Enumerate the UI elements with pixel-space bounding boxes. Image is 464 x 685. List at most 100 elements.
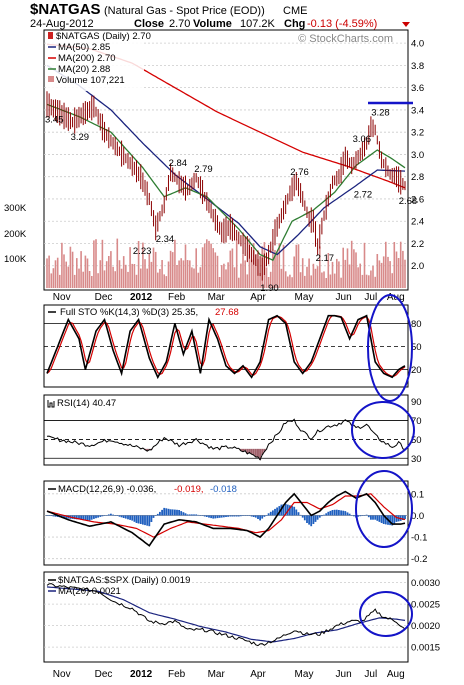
macd-hist-bar [378,515,381,522]
volume-bar [208,240,210,288]
macd-hist-bar [284,503,287,516]
macd-hist-bar [101,515,104,517]
price-tick-label: 4.0 [411,39,424,50]
volume-bar [223,263,225,288]
volume-bar [150,261,153,288]
price-annotation: 2.68 [399,196,418,207]
symbol-name: (Natural Gas - Spot Price (EOD)) [104,5,265,17]
macd-hist-bar [261,515,264,519]
price-annotation: 3.28 [371,107,390,118]
volume-bar [348,264,351,288]
macd-hist-bar [242,515,244,516]
macd-hist-bar [75,515,78,520]
macd-hist-bar [186,514,189,516]
rsi-panel-border [43,394,409,466]
macd-hist-bar [346,512,349,516]
macd-hist-bar [342,510,345,516]
x-tick-label: Jul [364,669,377,680]
macd-legend-signal: -0.019, [174,484,204,495]
volume-bar [112,266,114,288]
macd-hist-bar [361,515,364,516]
volume-bar [131,263,133,288]
macd-hist-bar [205,515,208,517]
x-tick-label: May [295,669,314,680]
x-tick-label: Dec [95,669,113,680]
ratio-grid [44,582,408,648]
volume-bar [197,272,200,288]
volume-bar [82,271,84,288]
volume-bar [48,255,50,288]
sto-lines [46,314,406,380]
macd-hist-bar [252,515,255,517]
chg-label: Chg [284,18,305,30]
macd-hist-bar [50,515,53,516]
price-annotation: 3.45 [45,114,64,125]
volume-bar [389,261,391,288]
macd-hist-bar [99,515,102,517]
macd-hist-bar [380,515,383,523]
ma50-legend: MA(50) 2.85 [58,42,110,53]
macd-histogram [46,503,406,527]
macd-hist-bar [150,515,153,522]
volume-bar [212,248,214,288]
macd-hist-bar [316,515,319,520]
volume-bar [314,268,317,288]
volume-bar [105,261,108,288]
price-annotation: 1.90 [260,283,279,294]
volume-bar [393,242,396,288]
ratio-tick-label: 0.0020 [411,621,440,632]
macd-hist-bar [63,515,65,518]
macd-hist-bar [220,515,223,518]
volume-bar [137,241,140,288]
volume-value: 107.2K [240,18,276,30]
macd-hist-bar [301,515,304,518]
volume-bar [88,271,91,288]
volume-bar [333,273,336,288]
volume-bar [61,242,63,288]
x-tick-label: Apr [250,669,266,680]
macd-hist-bar [348,513,351,516]
ratio-tick-label: 0.0030 [411,578,440,589]
volume-bar [193,268,195,288]
volume-bar [146,268,148,288]
volume-bar [231,248,234,288]
macd-hist-bar [176,509,178,516]
volume-bar [206,239,208,288]
macd-hist-bar [269,511,272,516]
price-legend-bg [46,31,144,91]
macd-hist-bar [144,515,146,526]
macd-hist-bar [276,507,278,516]
macd-hist-bar [82,515,85,520]
macd-hist-bar [208,515,210,518]
sto-tick-label: 20 [411,365,422,376]
macd-hist-bar [372,515,374,520]
rsi-legend-icon [47,400,55,408]
macd-hist-bar [180,511,183,516]
ratio-tick-label: 0.0015 [411,643,440,654]
volume-bar [118,260,121,288]
volume-bar [397,258,400,288]
volume-bar [252,243,255,288]
macd-hist-bar [310,515,313,527]
volume-bar [108,256,110,288]
volume-bar [122,256,125,288]
price-annotation: 2.84 [169,158,188,169]
volume-bar [346,248,349,288]
macd-tick-label: -0.1 [411,533,427,544]
volume-bar [289,274,291,288]
volume-bar [310,275,312,288]
macd-hist-bar [293,506,296,516]
macd-hist-bar [191,514,193,516]
x-tick-label: Feb [168,292,186,303]
volume-bar [255,254,257,288]
price-tick-label: 2.4 [411,217,424,228]
macd-hist-bar [286,504,289,516]
volume-bar [59,274,61,288]
macd-hist-bar [274,508,276,516]
volume-bar [336,258,338,288]
volume-bar [110,251,112,288]
x-tick-label: Aug [387,669,405,680]
volume-bar [361,274,364,288]
price-panel: © StockCharts.com 4.0 3.8 3.6 3.4 3.2 3.0 2.8 2… [4,29,424,294]
